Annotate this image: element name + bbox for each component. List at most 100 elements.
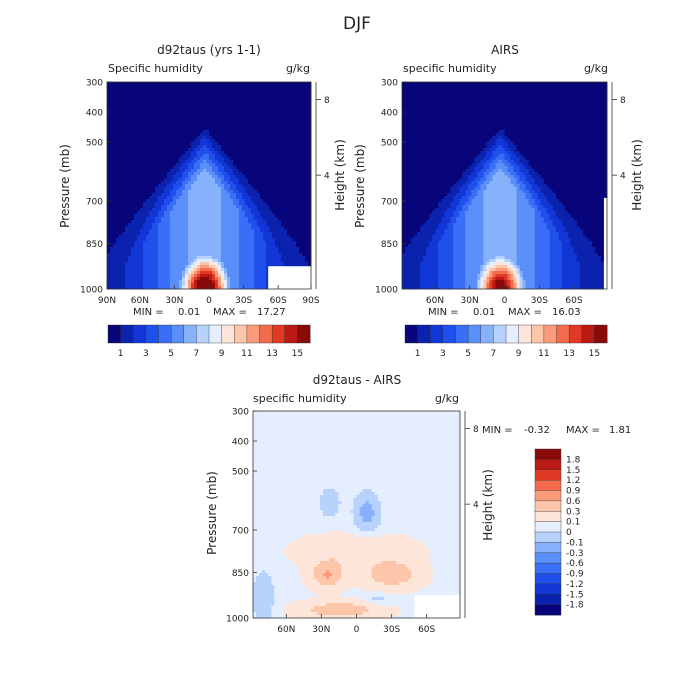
field-cell — [227, 145, 231, 149]
field-cell — [137, 181, 141, 185]
field-cell — [245, 118, 249, 122]
field-cell — [236, 265, 240, 269]
field-cell — [227, 85, 231, 89]
field-cell — [263, 118, 267, 122]
field-cell — [134, 157, 138, 161]
field-cell — [236, 235, 240, 239]
field-cell — [185, 274, 189, 278]
field-cell — [290, 181, 294, 185]
field-cell — [275, 106, 279, 110]
field-cell — [197, 238, 201, 242]
field-cell — [242, 91, 246, 95]
field-cell — [128, 220, 132, 224]
field-cell — [200, 211, 204, 215]
field-cell — [266, 148, 270, 152]
field-cell — [239, 229, 243, 233]
y-tick-label: 500 — [86, 139, 103, 149]
field-cell — [296, 124, 300, 128]
field-cell — [134, 196, 138, 200]
field-cell — [215, 145, 219, 149]
field-cell — [456, 91, 460, 95]
field-cell — [119, 139, 123, 143]
field-cell — [116, 208, 120, 212]
field-cell — [191, 100, 195, 104]
field-cell — [260, 226, 264, 230]
field-cell — [182, 121, 186, 125]
field-cell — [125, 217, 129, 221]
field-cell — [146, 157, 150, 161]
field-cell — [158, 262, 162, 266]
field-cell — [302, 163, 306, 167]
field-cell — [206, 211, 210, 215]
field-cell — [185, 265, 189, 269]
field-cell — [110, 280, 114, 284]
field-cell — [134, 202, 138, 206]
field-cell — [146, 208, 150, 212]
field-cell — [107, 142, 111, 146]
field-cell — [305, 199, 309, 203]
field-cell — [197, 88, 201, 92]
field-cell — [266, 202, 270, 206]
field-cell — [242, 172, 246, 176]
field-cell — [603, 88, 608, 92]
field-cell — [224, 193, 228, 197]
field-cell — [197, 91, 201, 95]
field-cell — [110, 148, 114, 152]
field-cell — [263, 166, 267, 170]
field-cell — [146, 226, 150, 230]
field-cell — [116, 220, 120, 224]
colorbar-label: 13 — [266, 349, 277, 359]
field-cell — [600, 88, 605, 92]
field-cell — [164, 199, 168, 203]
field-cell — [197, 232, 201, 236]
field-cell — [266, 157, 270, 161]
field-cell — [170, 172, 174, 176]
field-cell — [134, 163, 138, 167]
field-cell — [275, 82, 279, 86]
field-cell — [116, 286, 120, 290]
field-cell — [134, 235, 138, 239]
field-cell — [179, 160, 183, 164]
field-cell — [179, 250, 183, 254]
field-cell — [218, 214, 222, 218]
field-cell — [179, 223, 183, 227]
field-cell — [245, 97, 249, 101]
field-cell — [179, 199, 183, 203]
field-cell — [131, 247, 135, 251]
field-cell — [110, 241, 114, 245]
field-cell — [221, 211, 225, 215]
field-cell — [284, 112, 288, 116]
field-cell — [531, 82, 535, 86]
field-cell — [140, 142, 144, 146]
field-cell — [293, 238, 297, 242]
field-cell — [161, 268, 165, 272]
field-cell — [284, 97, 288, 101]
field-cell — [224, 283, 228, 287]
field-cell — [191, 220, 195, 224]
field-cell — [140, 226, 144, 230]
field-cell — [212, 283, 216, 287]
field-cell — [236, 199, 240, 203]
field-cell — [137, 199, 141, 203]
field-cell — [287, 262, 291, 266]
field-cell — [188, 253, 192, 257]
field-cell — [296, 196, 300, 200]
field-cell — [233, 262, 237, 266]
field-cell — [209, 196, 213, 200]
field-cell — [131, 283, 135, 287]
field-cell — [302, 100, 306, 104]
field-cell — [203, 208, 207, 212]
field-cell — [218, 202, 222, 206]
field-cell — [233, 211, 237, 215]
colorbar-swatch — [107, 324, 122, 344]
field-cell — [263, 106, 267, 110]
field-cell — [242, 103, 246, 107]
field-cell — [206, 226, 210, 230]
field-cell — [125, 100, 129, 104]
field-cell — [125, 214, 129, 218]
field-cell — [230, 205, 234, 209]
field-cell — [173, 232, 177, 236]
field-cell — [197, 142, 201, 146]
field-cell — [251, 88, 255, 92]
field-cell — [161, 82, 165, 86]
